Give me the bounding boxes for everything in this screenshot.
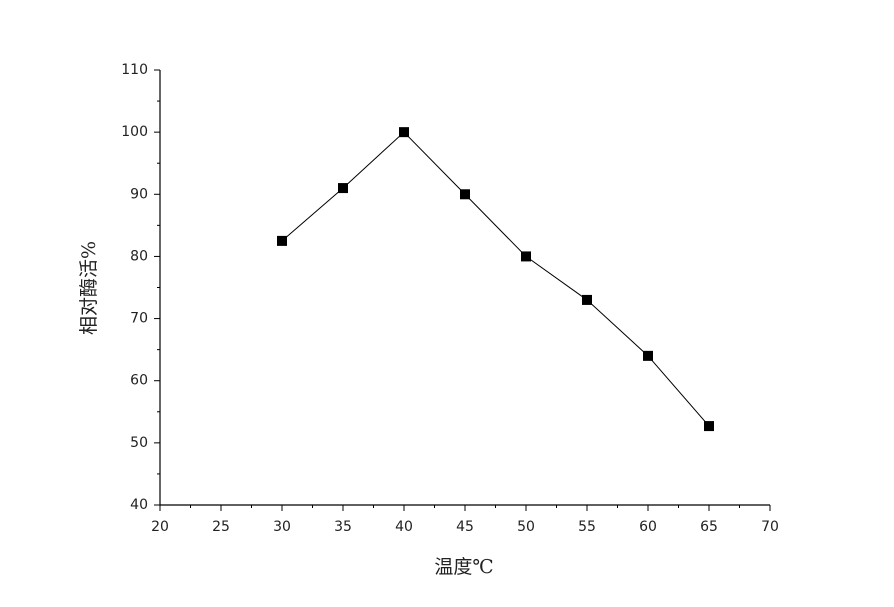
y-tick-label: 110 <box>121 62 148 78</box>
x-tick-label: 30 <box>273 519 291 535</box>
x-tick-label: 45 <box>456 519 474 535</box>
y-tick-label: 50 <box>130 435 148 451</box>
x-tick-label: 25 <box>212 519 230 535</box>
marker <box>643 350 653 361</box>
y-tick-label: 100 <box>121 124 148 140</box>
marker <box>521 251 531 262</box>
y-tick-label: 90 <box>130 186 148 202</box>
y-tick-label: 40 <box>130 497 148 513</box>
marker <box>704 421 714 432</box>
line <box>281 131 710 427</box>
marker <box>277 235 287 246</box>
y-tick-label: 60 <box>130 373 148 389</box>
x-tick-label: 35 <box>334 519 352 535</box>
y-tick-label: 80 <box>130 248 148 264</box>
marker <box>460 189 470 200</box>
y-tick-label: 70 <box>130 311 148 327</box>
x-axis-label: 温度℃ <box>434 556 493 578</box>
marker <box>399 127 409 138</box>
x-tick-label: 50 <box>517 519 535 535</box>
x-tick-label: 40 <box>395 519 413 535</box>
x-tick-label: 70 <box>761 519 779 535</box>
marker <box>338 183 348 194</box>
x-tick-label: 20 <box>151 519 169 535</box>
x-tick-label: 60 <box>639 519 657 535</box>
marker <box>582 294 592 305</box>
x-tick-label: 65 <box>700 519 718 535</box>
y-axis-label: 相对酶活% <box>78 241 100 335</box>
x-tick-label: 55 <box>578 519 596 535</box>
